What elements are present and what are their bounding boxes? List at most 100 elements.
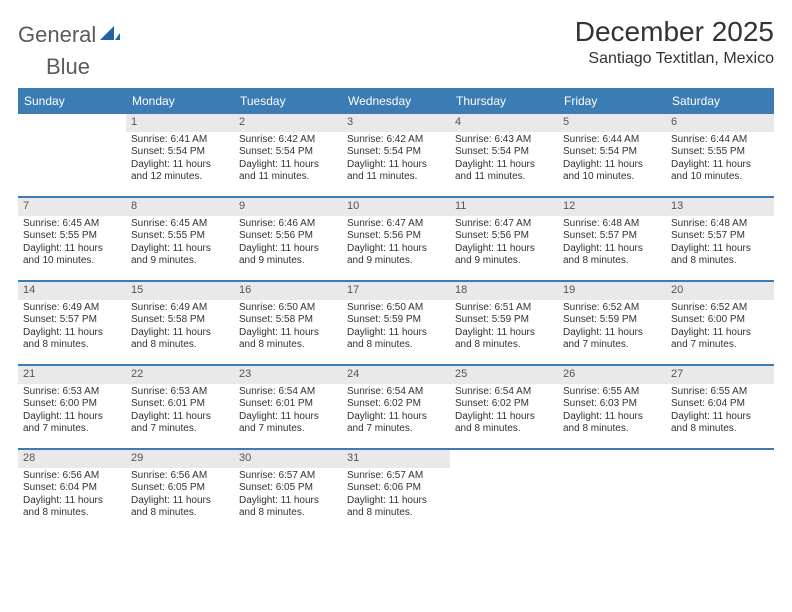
sunrise-text: Sunrise: 6:54 AM [239,386,337,399]
day-body: Sunrise: 6:41 AMSunset: 5:54 PMDaylight:… [126,132,234,188]
daylight-text: Daylight: 11 hours and 7 minutes. [671,327,769,352]
day-number: 16 [234,282,342,300]
day-number: 8 [126,198,234,216]
sunset-text: Sunset: 5:58 PM [239,314,337,327]
day-body: Sunrise: 6:54 AMSunset: 6:02 PMDaylight:… [342,384,450,440]
daylight-text: Daylight: 11 hours and 9 minutes. [455,243,553,268]
dow-monday: Monday [126,90,234,112]
day-cell: 2Sunrise: 6:42 AMSunset: 5:54 PMDaylight… [234,114,342,196]
day-cell: 26Sunrise: 6:55 AMSunset: 6:03 PMDayligh… [558,366,666,448]
daylight-text: Daylight: 11 hours and 7 minutes. [563,327,661,352]
day-cell: 1Sunrise: 6:41 AMSunset: 5:54 PMDaylight… [126,114,234,196]
day-cell: 9Sunrise: 6:46 AMSunset: 5:56 PMDaylight… [234,198,342,280]
day-number: 17 [342,282,450,300]
dow-wednesday: Wednesday [342,90,450,112]
days-of-week-row: SundayMondayTuesdayWednesdayThursdayFrid… [18,90,774,112]
logo-word1: General [18,22,96,48]
daylight-text: Daylight: 11 hours and 7 minutes. [239,411,337,436]
daylight-text: Daylight: 11 hours and 8 minutes. [23,495,121,520]
logo: General [18,22,122,48]
sunrise-text: Sunrise: 6:44 AM [671,134,769,147]
day-cell: 13Sunrise: 6:48 AMSunset: 5:57 PMDayligh… [666,198,774,280]
daylight-text: Daylight: 11 hours and 8 minutes. [671,411,769,436]
sunrise-text: Sunrise: 6:54 AM [455,386,553,399]
daylight-text: Daylight: 11 hours and 9 minutes. [239,243,337,268]
day-cell: 29Sunrise: 6:56 AMSunset: 6:05 PMDayligh… [126,450,234,532]
empty-cell [666,450,774,532]
day-body: Sunrise: 6:53 AMSunset: 6:00 PMDaylight:… [18,384,126,440]
day-body: Sunrise: 6:53 AMSunset: 6:01 PMDaylight:… [126,384,234,440]
sunset-text: Sunset: 5:56 PM [347,230,445,243]
sunset-text: Sunset: 5:56 PM [455,230,553,243]
daylight-text: Daylight: 11 hours and 7 minutes. [347,411,445,436]
sunset-text: Sunset: 6:04 PM [23,482,121,495]
sunset-text: Sunset: 6:06 PM [347,482,445,495]
sunset-text: Sunset: 6:02 PM [347,398,445,411]
day-number: 6 [666,114,774,132]
daylight-text: Daylight: 11 hours and 7 minutes. [23,411,121,436]
week-row: 28Sunrise: 6:56 AMSunset: 6:04 PMDayligh… [18,448,774,532]
day-number [666,450,774,468]
day-cell: 22Sunrise: 6:53 AMSunset: 6:01 PMDayligh… [126,366,234,448]
calendar: SundayMondayTuesdayWednesdayThursdayFrid… [18,88,774,532]
day-cell: 21Sunrise: 6:53 AMSunset: 6:00 PMDayligh… [18,366,126,448]
day-body: Sunrise: 6:56 AMSunset: 6:04 PMDaylight:… [18,468,126,524]
sunset-text: Sunset: 5:57 PM [563,230,661,243]
day-number: 2 [234,114,342,132]
day-number: 23 [234,366,342,384]
sunrise-text: Sunrise: 6:56 AM [131,470,229,483]
day-cell: 15Sunrise: 6:49 AMSunset: 5:58 PMDayligh… [126,282,234,364]
day-cell: 23Sunrise: 6:54 AMSunset: 6:01 PMDayligh… [234,366,342,448]
week-row: 14Sunrise: 6:49 AMSunset: 5:57 PMDayligh… [18,280,774,364]
daylight-text: Daylight: 11 hours and 8 minutes. [239,495,337,520]
week-row: 7Sunrise: 6:45 AMSunset: 5:55 PMDaylight… [18,196,774,280]
sunset-text: Sunset: 6:02 PM [455,398,553,411]
day-body: Sunrise: 6:43 AMSunset: 5:54 PMDaylight:… [450,132,558,188]
day-number: 22 [126,366,234,384]
day-body: Sunrise: 6:57 AMSunset: 6:05 PMDaylight:… [234,468,342,524]
dow-thursday: Thursday [450,90,558,112]
sunrise-text: Sunrise: 6:43 AM [455,134,553,147]
sunset-text: Sunset: 6:05 PM [239,482,337,495]
day-body [558,468,666,474]
daylight-text: Daylight: 11 hours and 8 minutes. [347,327,445,352]
day-number: 10 [342,198,450,216]
day-body: Sunrise: 6:42 AMSunset: 5:54 PMDaylight:… [234,132,342,188]
sunset-text: Sunset: 5:54 PM [131,146,229,159]
sunrise-text: Sunrise: 6:55 AM [671,386,769,399]
day-cell: 14Sunrise: 6:49 AMSunset: 5:57 PMDayligh… [18,282,126,364]
day-body: Sunrise: 6:48 AMSunset: 5:57 PMDaylight:… [666,216,774,272]
title-block: December 2025 Santiago Textitlan, Mexico [575,16,774,68]
daylight-text: Daylight: 11 hours and 8 minutes. [563,243,661,268]
sunset-text: Sunset: 5:56 PM [239,230,337,243]
day-number [450,450,558,468]
empty-cell [450,450,558,532]
sunset-text: Sunset: 5:54 PM [455,146,553,159]
day-body: Sunrise: 6:44 AMSunset: 5:55 PMDaylight:… [666,132,774,188]
day-cell: 30Sunrise: 6:57 AMSunset: 6:05 PMDayligh… [234,450,342,532]
day-cell: 4Sunrise: 6:43 AMSunset: 5:54 PMDaylight… [450,114,558,196]
day-number: 4 [450,114,558,132]
day-number [558,450,666,468]
day-body: Sunrise: 6:55 AMSunset: 6:03 PMDaylight:… [558,384,666,440]
day-body: Sunrise: 6:55 AMSunset: 6:04 PMDaylight:… [666,384,774,440]
daylight-text: Daylight: 11 hours and 7 minutes. [131,411,229,436]
daylight-text: Daylight: 11 hours and 8 minutes. [131,495,229,520]
sunrise-text: Sunrise: 6:51 AM [455,302,553,315]
day-body: Sunrise: 6:52 AMSunset: 5:59 PMDaylight:… [558,300,666,356]
dow-saturday: Saturday [666,90,774,112]
day-number: 28 [18,450,126,468]
sunset-text: Sunset: 6:01 PM [131,398,229,411]
daylight-text: Daylight: 11 hours and 12 minutes. [131,159,229,184]
daylight-text: Daylight: 11 hours and 11 minutes. [239,159,337,184]
day-number: 12 [558,198,666,216]
day-number: 1 [126,114,234,132]
day-body: Sunrise: 6:47 AMSunset: 5:56 PMDaylight:… [450,216,558,272]
day-cell: 10Sunrise: 6:47 AMSunset: 5:56 PMDayligh… [342,198,450,280]
sunset-text: Sunset: 5:55 PM [131,230,229,243]
sunrise-text: Sunrise: 6:56 AM [23,470,121,483]
day-number [18,114,126,132]
day-number: 13 [666,198,774,216]
day-cell: 5Sunrise: 6:44 AMSunset: 5:54 PMDaylight… [558,114,666,196]
sunset-text: Sunset: 5:54 PM [347,146,445,159]
